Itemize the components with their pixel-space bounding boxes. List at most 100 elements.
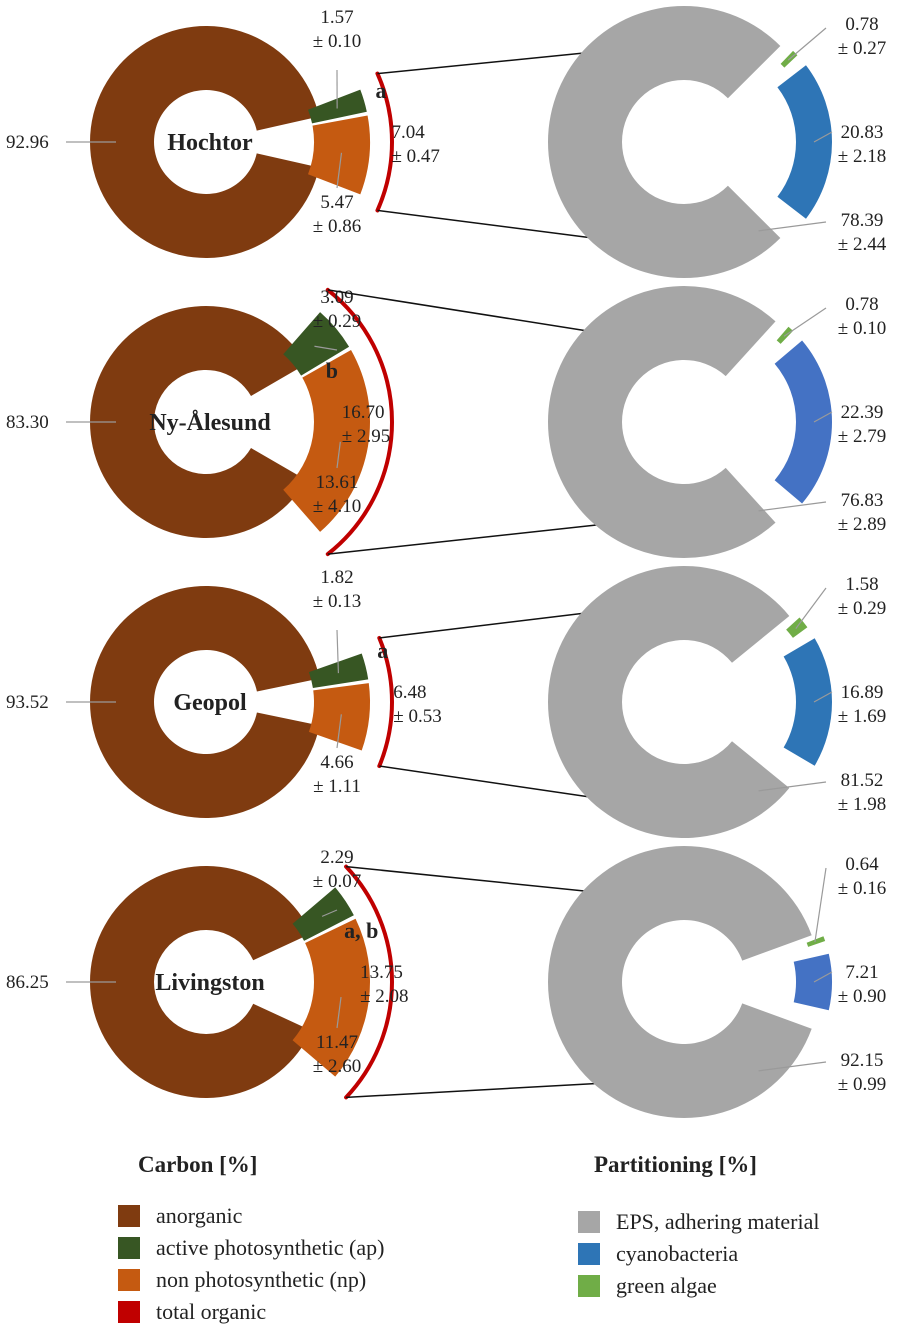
legend-swatch-active-photosynthetic bbox=[118, 1237, 140, 1259]
ap-leader-3 bbox=[321, 909, 338, 917]
eps-slice-3 bbox=[548, 846, 812, 1118]
total-organic-bracket-1 bbox=[325, 287, 394, 557]
legend-item-non-photosynthetic: non photosynthetic (np) bbox=[118, 1267, 366, 1293]
eps-label-1-sd: ± 2.89 bbox=[838, 514, 886, 535]
total-organic-label-0-sd: ± 0.47 bbox=[391, 146, 439, 167]
eps-label-3-value: 92.15 bbox=[841, 1050, 884, 1071]
legend-swatch-eps bbox=[578, 1211, 600, 1233]
np-label-0-value: 5.47 bbox=[320, 192, 353, 213]
green-algae-label-1-value: 0.78 bbox=[845, 294, 878, 315]
cyanobacteria-label-1-sd: ± 2.79 bbox=[838, 426, 886, 447]
green-algae-label-3-value: 0.64 bbox=[845, 854, 879, 875]
legend-swatch-green-algae bbox=[578, 1275, 600, 1297]
legend-label: cyanobacteria bbox=[616, 1241, 739, 1266]
ap-label-3-value: 2.29 bbox=[320, 847, 353, 868]
site-label-1: Ny-Ålesund bbox=[149, 410, 271, 436]
green-algae-slice-3 bbox=[806, 936, 826, 947]
eps-label-0-sd: ± 2.44 bbox=[838, 234, 887, 255]
anorganic-slice-2 bbox=[90, 586, 320, 819]
np-leader-1 bbox=[336, 441, 341, 469]
eps-label-2-value: 81.52 bbox=[841, 770, 884, 791]
legend-item-total-organic: total organic bbox=[118, 1299, 266, 1325]
np-label-3-sd: ± 2.60 bbox=[313, 1056, 361, 1077]
cyanobacteria-slice-0 bbox=[777, 65, 833, 219]
site-label-3: Livingston bbox=[155, 970, 264, 996]
legend-label: total organic bbox=[156, 1299, 267, 1324]
total-organic-bracket-3 bbox=[344, 864, 395, 1100]
np-slice-1 bbox=[283, 350, 370, 532]
eps-label-2-sd: ± 1.98 bbox=[838, 794, 886, 815]
ap-label-3-sd: ± 0.07 bbox=[313, 871, 361, 892]
total-organic-label-2-sd: ± 0.53 bbox=[393, 706, 441, 727]
eps-label-3-sd: ± 0.99 bbox=[838, 1074, 886, 1095]
legend-item-anorganic: anorganic bbox=[118, 1203, 242, 1229]
ap-label-2-value: 1.82 bbox=[320, 567, 353, 588]
np-slice-0 bbox=[308, 115, 370, 195]
legend-label: active photosynthetic (ap) bbox=[156, 1235, 385, 1260]
legend-item-green-algae: green algae bbox=[578, 1273, 717, 1299]
connector-top-3 bbox=[346, 865, 595, 893]
anorganic-label-2: 93.52 bbox=[6, 692, 49, 713]
total-organic-bracket-2 bbox=[377, 635, 394, 769]
anorganic-slice-3 bbox=[89, 866, 312, 1098]
connector-bottom-2 bbox=[379, 765, 625, 803]
green-algae-label-1-sd: ± 0.10 bbox=[838, 318, 886, 339]
cyanobacteria-label-0-sd: ± 2.18 bbox=[838, 146, 886, 167]
ap-label-2-sd: ± 0.13 bbox=[313, 591, 361, 612]
anorganic-label-1: 83.30 bbox=[6, 412, 49, 433]
cyanobacteria-leader-1 bbox=[813, 411, 833, 423]
partitioning-legend-title: Partitioning [%] bbox=[594, 1152, 757, 1177]
cyanobacteria-label-3-sd: ± 0.90 bbox=[838, 986, 886, 1007]
legend-item-eps: EPS, adhering material bbox=[578, 1209, 819, 1235]
legend-label: EPS, adhering material bbox=[616, 1209, 820, 1234]
green-algae-leader-1 bbox=[783, 307, 827, 337]
connector-bottom-1 bbox=[327, 521, 625, 555]
ap-slice-1 bbox=[283, 312, 350, 376]
cyanobacteria-leader-3 bbox=[813, 971, 833, 983]
cyanobacteria-label-0-value: 20.83 bbox=[841, 122, 884, 143]
legend-label: anorganic bbox=[156, 1203, 243, 1228]
total-organic-label-2-value: 6.48 bbox=[393, 682, 426, 703]
total-organic-label-3-value: 13.75 bbox=[360, 962, 403, 983]
total-organic-label-3-sd: ± 2.08 bbox=[360, 986, 408, 1007]
anorganic-label-0: 92.96 bbox=[6, 132, 49, 153]
total-organic-label-1-value: 16.70 bbox=[342, 402, 385, 423]
np-leader-2 bbox=[336, 714, 342, 749]
connector-bottom-3 bbox=[346, 1081, 625, 1099]
legend-label: non photosynthetic (np) bbox=[156, 1267, 367, 1292]
eps-slice-0 bbox=[548, 5, 781, 278]
np-label-2-value: 4.66 bbox=[320, 752, 353, 773]
eps-leader-2 bbox=[758, 781, 827, 792]
legend-swatch-anorganic bbox=[118, 1205, 140, 1227]
eps-slice-2 bbox=[547, 566, 790, 838]
ap-label-1-sd: ± 0.29 bbox=[313, 311, 361, 332]
np-label-1-sd: ± 4.10 bbox=[313, 496, 361, 517]
cyanobacteria-label-2-sd: ± 1.69 bbox=[838, 706, 886, 727]
ap-label-1-value: 3.09 bbox=[320, 287, 353, 308]
np-label-2-sd: ± 1.11 bbox=[313, 776, 361, 797]
ap-leader-1 bbox=[314, 345, 338, 351]
np-label-0-sd: ± 0.86 bbox=[313, 216, 361, 237]
carbon-legend-title: Carbon [%] bbox=[138, 1152, 258, 1177]
connector-top-1 bbox=[327, 289, 595, 333]
green-algae-label-0-sd: ± 0.27 bbox=[838, 38, 886, 59]
legend-item-active-photosynthetic: active photosynthetic (ap) bbox=[118, 1235, 384, 1261]
green-algae-leader-2 bbox=[795, 587, 827, 629]
green-algae-leader-3 bbox=[814, 867, 827, 943]
green-algae-label-0-value: 0.78 bbox=[845, 14, 878, 35]
total-organic-label-0-value: 7.04 bbox=[391, 122, 425, 143]
significance-letter-1: b bbox=[326, 358, 338, 383]
site-label-0: Hochtor bbox=[167, 130, 253, 156]
anorganic-label-3: 86.25 bbox=[6, 972, 49, 993]
np-label-3-value: 11.47 bbox=[316, 1032, 358, 1053]
connector-bottom-0 bbox=[377, 209, 625, 243]
ap-leader-2 bbox=[336, 629, 340, 674]
ap-slice-3 bbox=[292, 887, 354, 941]
ap-label-0-value: 1.57 bbox=[320, 7, 353, 28]
cyanobacteria-label-1-value: 22.39 bbox=[841, 402, 884, 423]
np-leader-0 bbox=[336, 152, 343, 189]
np-slice-2 bbox=[308, 683, 370, 751]
cyanobacteria-leader-0 bbox=[813, 131, 833, 143]
cyanobacteria-leader-2 bbox=[813, 691, 833, 703]
